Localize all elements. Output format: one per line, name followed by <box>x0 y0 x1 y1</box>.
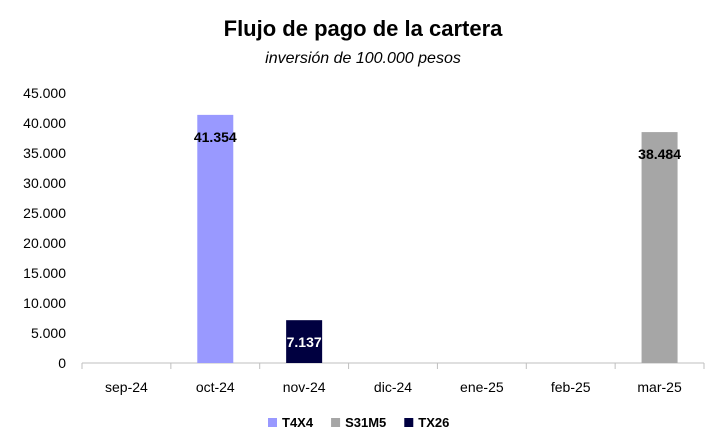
x-tick-label: sep-24 <box>105 379 148 395</box>
legend-swatch-s31m5 <box>331 418 341 427</box>
x-tick-label: nov-24 <box>283 379 326 395</box>
x-tick-label: mar-25 <box>637 379 682 395</box>
legend-swatch-tx26 <box>404 418 414 427</box>
chart-title: Flujo de pago de la cartera <box>224 16 504 41</box>
data-label: 7.137 <box>287 334 322 350</box>
y-tick-label: 40.000 <box>23 115 66 131</box>
bar-tx26-nov-24 <box>286 320 323 363</box>
bar-t4x4-oct-24 <box>197 114 234 363</box>
y-tick-label: 0 <box>58 355 66 371</box>
legend-label-tx26: TX26 <box>418 415 449 430</box>
bars <box>197 114 678 363</box>
legend-swatch-t4x4 <box>268 418 277 427</box>
x-tick-label: oct-24 <box>196 379 235 395</box>
x-tick-label: ene-25 <box>460 379 504 395</box>
y-tick-label: 15.000 <box>23 265 66 281</box>
legend: T4X4 S31M5 TX26 <box>268 415 449 430</box>
y-tick-label: 5.000 <box>31 325 66 341</box>
x-tick-label: feb-25 <box>551 379 591 395</box>
x-axis-ticks: sep-24 oct-24 nov-24 dic-24 ene-25 feb-25 mar-… <box>81 363 705 395</box>
y-tick-label: 20.000 <box>23 235 66 251</box>
y-tick-label: 35.000 <box>23 145 66 161</box>
bar-s31m5-mar-25 <box>641 132 678 363</box>
data-label: 41.354 <box>194 129 237 145</box>
legend-label-t4x4: T4X4 <box>282 415 314 430</box>
y-axis-ticks: 0 5.000 10.000 15.000 20.000 25.000 30.000 35.0… <box>23 85 66 371</box>
y-tick-label: 30.000 <box>23 175 66 191</box>
y-tick-label: 10.000 <box>23 295 66 311</box>
y-tick-label: 25.000 <box>23 205 66 221</box>
data-labels: 41.354 7.137 38.484 <box>194 129 681 350</box>
x-tick-label: dic-24 <box>374 379 412 395</box>
data-label: 38.484 <box>638 146 681 162</box>
chart-subtitle: inversión de 100.000 pesos <box>265 50 461 67</box>
legend-label-s31m5: S31M5 <box>345 415 386 430</box>
y-tick-label: 45.000 <box>23 85 66 101</box>
